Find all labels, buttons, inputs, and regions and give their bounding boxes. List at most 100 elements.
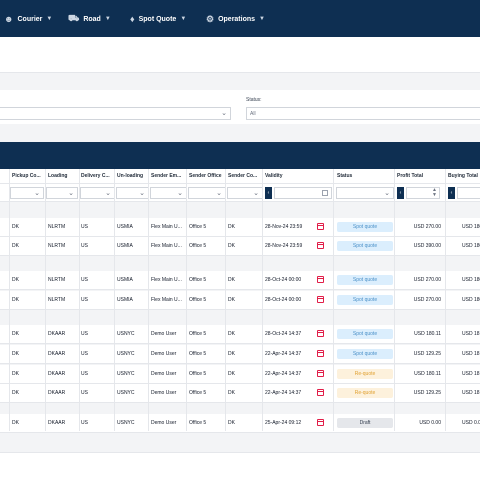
- cell-loading: NLRTM: [48, 243, 66, 249]
- status-column-filter[interactable]: ⌄: [336, 187, 394, 199]
- table-row[interactable]: DK DKAAR US USNYC Demo User Office 5 DK 25-Apr-…: [0, 414, 480, 433]
- cell-buying-total: USD 18: [462, 390, 480, 396]
- status-filter-select[interactable]: All: [246, 107, 480, 120]
- sender-country-filter[interactable]: ⌄: [227, 187, 263, 199]
- buying-operator-button[interactable]: ‹: [448, 187, 455, 199]
- column-header-sender-country[interactable]: Sender Co...: [228, 173, 258, 179]
- cell-buying-total: USD 18: [462, 331, 480, 337]
- column-header-unloading[interactable]: Un-loading: [117, 173, 144, 179]
- calendar-icon[interactable]: [317, 276, 324, 283]
- table-row[interactable]: DK DKAAR US USNYC Demo User Office 5 DK 22-Apr-…: [0, 384, 480, 403]
- chevron-down-icon: ▼: [104, 16, 111, 22]
- cell-validity: 28-Nov-24 23:59: [265, 243, 303, 249]
- calendar-icon[interactable]: [317, 419, 324, 426]
- cell-buying-total: USD 18: [462, 371, 480, 377]
- cell-loading: DKAAR: [48, 390, 66, 396]
- calendar-icon[interactable]: [317, 330, 324, 337]
- status-filter-label: Status:: [246, 97, 262, 103]
- cell-sco: DK: [228, 331, 235, 337]
- cell-office: Office 5: [189, 243, 207, 249]
- cell-office: Office 5: [189, 351, 207, 357]
- cell-pickup: DK: [12, 351, 19, 357]
- cell-unloading: USMIA: [117, 243, 133, 249]
- cell-sco: DK: [228, 224, 235, 230]
- cell-profit-total: USD 0.00: [419, 420, 441, 426]
- cell-profit-total: USD 270.00: [413, 277, 441, 283]
- column-header-validity[interactable]: Validity: [265, 173, 283, 179]
- nav-spot-quote[interactable]: ♦ Spot Quote ▼: [130, 12, 186, 26]
- status-badge: Spot quote: [337, 275, 393, 285]
- cell-validity: 22-Apr-24 14:37: [265, 390, 302, 396]
- chevron-down-icon: ⌄: [177, 190, 183, 197]
- table-row[interactable]: DK DKAAR US USNYC Demo User Office 5 DK 22-Apr-…: [0, 365, 480, 384]
- filter-select-left[interactable]: ⌄: [0, 107, 231, 120]
- column-header-buying-total[interactable]: Buying Total: [448, 173, 478, 179]
- cell-validity: 28-Nov-24 23:59: [265, 224, 303, 230]
- column-divider: [225, 169, 226, 431]
- profit-number-filter[interactable]: ▲ ▼: [406, 187, 440, 199]
- status-badge: Spot quote: [337, 295, 393, 305]
- unloading-filter[interactable]: ⌄: [116, 187, 149, 199]
- table-row[interactable]: DK NLRTM US USMIA Flex Main U... Office 5 DK 28…: [0, 218, 480, 237]
- nav-road[interactable]: ⛟ Road ▼: [68, 12, 111, 26]
- cell-delivery: US: [81, 390, 88, 396]
- cell-loading: NLRTM: [48, 277, 66, 283]
- table-row[interactable]: DK NLRTM US USMIA Flex Main U... Office 5 DK 28…: [0, 271, 480, 290]
- column-header-pickup[interactable]: Pickup Co...: [12, 173, 41, 179]
- pickup-filter[interactable]: ⌄: [10, 187, 44, 199]
- calendar-icon[interactable]: [317, 389, 324, 396]
- column-header-loading[interactable]: Loading: [48, 173, 68, 179]
- column-header-sender-office[interactable]: Sender Office: [189, 173, 222, 179]
- column-header-sender-email[interactable]: Sender Em...: [151, 173, 182, 179]
- table-row[interactable]: DK NLRTM US USMIA Flex Main U... Office 5 DK 28…: [0, 237, 480, 256]
- sender-office-filter[interactable]: ⌄: [188, 187, 226, 199]
- stepper-icon[interactable]: ▲ ▼: [432, 187, 437, 198]
- cell-sender: Flex Main U...: [151, 297, 182, 303]
- calendar-icon[interactable]: [317, 223, 324, 230]
- table-row[interactable]: DK NLRTM US USMIA Flex Main U... Office 5 DK 28…: [0, 291, 480, 310]
- cell-buying-total: USD 180: [462, 224, 480, 230]
- cell-sender: Demo User: [151, 420, 177, 426]
- cell-delivery: US: [81, 351, 88, 357]
- cell-validity: 22-Apr-24 14:37: [265, 351, 302, 357]
- cell-pickup: DK: [12, 331, 19, 337]
- cell-sender: Demo User: [151, 351, 177, 357]
- column-header-profit-total[interactable]: Profit Total: [397, 173, 424, 179]
- validity-date-filter[interactable]: [274, 187, 332, 199]
- cell-loading: DKAAR: [48, 371, 66, 377]
- cell-unloading: USNYC: [117, 420, 135, 426]
- sender-email-filter[interactable]: ⌄: [150, 187, 187, 199]
- top-navigation-bar: ☻ Courier ▼ ⛟ Road ▼ ♦ Spot Quote ▼ ⚙ Op…: [0, 0, 480, 37]
- nav-road-label: Road: [83, 15, 101, 23]
- cell-sco: DK: [228, 243, 235, 249]
- column-divider: [262, 169, 263, 431]
- cell-office: Office 5: [189, 297, 207, 303]
- loading-filter[interactable]: ⌄: [46, 187, 78, 199]
- profit-operator-button[interactable]: ‹: [397, 187, 404, 199]
- calendar-icon[interactable]: [317, 350, 324, 357]
- chevron-down-icon: ▼: [259, 16, 265, 22]
- nav-spot-quote-label: Spot Quote: [138, 15, 177, 23]
- calendar-icon[interactable]: [317, 370, 324, 377]
- cell-buying-total: USD 180: [462, 297, 480, 303]
- column-divider: [114, 169, 115, 431]
- nav-courier[interactable]: ☻ Courier ▼: [4, 12, 52, 26]
- table-row[interactable]: DK DKAAR US USNYC Demo User Office 5 DK 22-Apr-…: [0, 345, 480, 364]
- nav-operations[interactable]: ⚙ Operations ▼: [206, 12, 265, 26]
- chevron-down-icon: ⌄: [68, 190, 74, 197]
- cell-office: Office 5: [189, 420, 207, 426]
- column-header-delivery[interactable]: Delivery C...: [81, 173, 110, 179]
- buying-number-filter[interactable]: [457, 187, 480, 199]
- chevron-down-icon: ⌄: [221, 110, 227, 117]
- calendar-icon[interactable]: [317, 296, 324, 303]
- cell-sco: DK: [228, 390, 235, 396]
- delivery-filter[interactable]: ⌄: [80, 187, 115, 199]
- cell-delivery: US: [81, 297, 88, 303]
- table-row[interactable]: DK DKAAR US USNYC Demo User Office 5 DK 28-Oct-…: [0, 325, 480, 344]
- calendar-icon[interactable]: [317, 242, 324, 249]
- validity-operator-button[interactable]: ‹: [265, 187, 272, 199]
- calendar-icon[interactable]: [322, 190, 328, 196]
- column-header-status[interactable]: Status: [337, 173, 353, 179]
- column-divider: [9, 169, 10, 431]
- status-badge: Spot quote: [337, 329, 393, 339]
